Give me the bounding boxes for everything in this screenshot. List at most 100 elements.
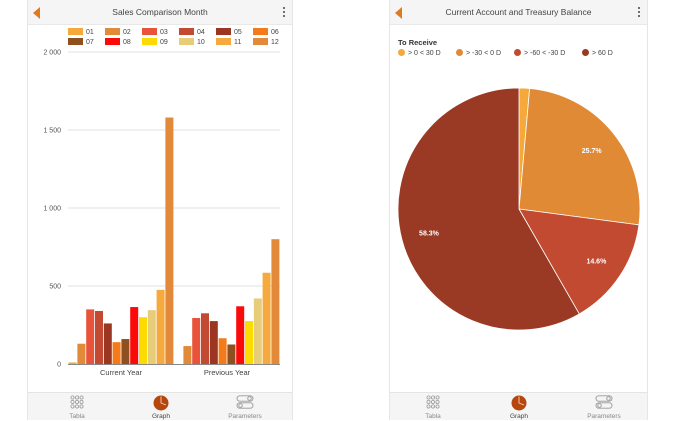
legend-item[interactable]: 08	[105, 38, 131, 47]
bar[interactable]	[121, 339, 130, 364]
legend-item[interactable]: 04	[179, 28, 205, 37]
tab-parameters[interactable]: Parameters	[574, 393, 634, 421]
tab-label: Tabla	[69, 413, 85, 420]
pie-slice[interactable]	[518, 208, 640, 315]
bar[interactable]	[130, 307, 139, 364]
bar[interactable]	[183, 346, 192, 364]
back-arrow-icon[interactable]	[395, 7, 402, 19]
legend-label: > 60 D	[592, 50, 613, 57]
toggles-icon	[595, 395, 613, 409]
tab-label: Tabla	[425, 413, 441, 420]
x-tick-label: Previous Year	[204, 368, 251, 377]
tab-graph[interactable]: Graph	[489, 393, 549, 421]
legend-title: To Receive	[398, 38, 438, 47]
legend-swatch	[68, 28, 83, 36]
tab-label: Graph	[151, 413, 171, 420]
legend-swatch	[179, 28, 194, 36]
tab-tabla[interactable]: Tabla	[403, 393, 463, 421]
page-title: Sales Comparison Month	[112, 7, 208, 17]
tab-parameters[interactable]: Parameters	[215, 393, 275, 421]
bar[interactable]	[156, 289, 165, 364]
bar[interactable]	[86, 309, 95, 364]
legend-label: 09	[160, 39, 168, 46]
slice-label: 58.3%	[419, 231, 440, 238]
legend-item[interactable]: 12	[253, 38, 279, 47]
bar[interactable]	[262, 272, 271, 364]
bar[interactable]	[192, 317, 201, 364]
pie-chart-icon	[153, 395, 169, 411]
legend-item[interactable]: 10	[179, 38, 205, 47]
legend-dot	[456, 49, 463, 57]
legend-item[interactable]: > 0 < 30 D	[398, 49, 441, 58]
legend-item[interactable]: 06	[253, 28, 279, 37]
slice-label: 25.7%	[582, 148, 603, 155]
tab-bar: Tabla Graph Parameters	[390, 392, 647, 420]
legend-label: 04	[197, 29, 205, 36]
legend-label: 01	[86, 29, 94, 36]
bar[interactable]	[165, 117, 174, 365]
legend-swatch	[253, 28, 268, 36]
bar[interactable]	[218, 338, 227, 364]
y-tick-label: 500	[49, 284, 61, 291]
bar[interactable]	[68, 362, 77, 364]
legend-label: > -60 < -30 D	[524, 50, 566, 57]
legend-swatch	[142, 38, 157, 46]
legend-item[interactable]: 05	[216, 28, 242, 37]
bar[interactable]	[245, 321, 253, 364]
bar[interactable]	[95, 310, 103, 364]
legend-dot	[514, 49, 521, 57]
legend-swatch	[216, 28, 231, 36]
back-arrow-icon[interactable]	[33, 7, 40, 19]
bar[interactable]	[139, 317, 147, 364]
legend-item[interactable]: > 60 D	[582, 49, 613, 58]
legend-swatch	[179, 38, 194, 46]
page-title: Current Account and Treasury Balance	[445, 7, 592, 17]
legend-label: 12	[271, 39, 279, 46]
legend-swatch	[253, 38, 268, 46]
toggles-icon	[236, 395, 254, 409]
legend-label: > 0 < 30 D	[408, 50, 441, 57]
bar[interactable]	[271, 239, 280, 364]
y-tick-label: 1 500	[43, 128, 61, 135]
bar[interactable]	[201, 313, 209, 364]
legend-item[interactable]: 09	[142, 38, 168, 47]
bar[interactable]	[209, 321, 218, 364]
bar[interactable]	[77, 343, 86, 364]
more-vertical-icon[interactable]	[638, 7, 641, 19]
bar[interactable]	[236, 306, 245, 364]
legend-item[interactable]: 11	[216, 38, 241, 47]
legend-swatch	[105, 38, 120, 46]
slice-label: 14.6%	[586, 258, 607, 265]
legend-swatch	[142, 28, 157, 36]
legend-label: 10	[197, 39, 205, 46]
tab-graph[interactable]: Graph	[131, 393, 191, 421]
legend-item[interactable]: 07	[68, 38, 94, 47]
legend-item[interactable]: > -30 < 0 D	[456, 49, 501, 58]
tab-bar: Tabla Graph Parameters	[28, 392, 292, 420]
tab-tabla[interactable]: Tabla	[47, 393, 107, 421]
legend-item[interactable]: 01	[68, 28, 94, 37]
more-vertical-icon[interactable]	[283, 7, 286, 19]
y-tick-label: 1 000	[43, 206, 61, 213]
tab-label: Parameters	[228, 413, 262, 420]
treasury-balance-panel: Current Account and Treasury Balance To …	[389, 0, 648, 420]
legend-dot	[582, 49, 589, 57]
x-tick-label: Current Year	[100, 368, 143, 377]
legend-swatch	[105, 28, 120, 36]
bar[interactable]	[253, 298, 262, 364]
legend-swatch	[68, 38, 83, 46]
bar[interactable]	[103, 323, 112, 364]
legend-label: 07	[86, 39, 94, 46]
legend-item[interactable]: 02	[105, 28, 131, 37]
bar[interactable]	[147, 310, 156, 364]
pie-slice[interactable]	[397, 87, 580, 330]
pie-slice[interactable]	[518, 88, 641, 226]
bar[interactable]	[227, 344, 236, 365]
bar[interactable]	[112, 342, 121, 364]
legend-dot	[398, 49, 405, 57]
tab-label: Graph	[509, 413, 529, 420]
grid-dots-icon	[426, 395, 440, 409]
legend-item[interactable]: 03	[142, 28, 168, 37]
legend-item[interactable]: > -60 < -30 D	[514, 49, 565, 58]
pie-chart: 25.7% 14.6% 58.3%	[397, 87, 641, 330]
